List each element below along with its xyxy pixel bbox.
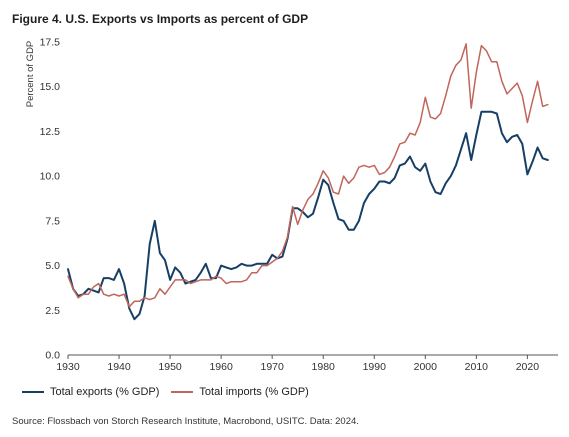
x-tick-label-1970: 1970 [260, 361, 284, 373]
source-note: Source: Flossbach von Storch Research In… [12, 416, 359, 427]
y-tick-label-5: 12.5 [40, 126, 61, 138]
x-tick-label-1930: 1930 [56, 361, 80, 373]
legend: Total exports (% GDP) Total imports (% G… [22, 386, 321, 398]
y-axis-title: Percent of GDP [25, 41, 36, 108]
x-tick-label-1960: 1960 [209, 361, 233, 373]
y-tick-label-0: 0.0 [45, 350, 60, 362]
legend-swatch-exports [22, 391, 44, 393]
x-tick-label-2000: 2000 [414, 361, 438, 373]
y-tick-label-1: 2.5 [45, 305, 60, 317]
y-tick-label-3: 7.5 [45, 215, 60, 227]
legend-item-exports: Total exports (% GDP) [22, 386, 159, 398]
x-tick-label-2020: 2020 [516, 361, 540, 373]
x-tick-label-2010: 2010 [465, 361, 489, 373]
tick-labels: 1930 1940 1950 1960 1970 1980 1990 2000 2010 2020… [25, 37, 539, 374]
legend-label-imports: Total imports (% GDP) [199, 386, 309, 398]
series-line-exports [67, 110, 549, 321]
series-line-imports [67, 43, 549, 308]
y-tick-label-2: 5.0 [45, 260, 60, 272]
y-tick-label-7: 17.5 [40, 37, 61, 49]
x-tick-label-1940: 1940 [107, 361, 131, 373]
legend-label-exports: Total exports (% GDP) [50, 386, 160, 398]
axes [67, 354, 558, 359]
y-tick-label-4: 10.0 [40, 171, 61, 183]
x-tick-label-1990: 1990 [363, 361, 387, 373]
legend-swatch-imports [171, 391, 194, 393]
x-tick-label-1950: 1950 [158, 361, 182, 373]
legend-item-imports: Total imports (% GDP) [171, 386, 309, 398]
figure-title: Figure 4. U.S. Exports vs Imports as per… [12, 12, 309, 26]
y-tick-label-6: 15.0 [40, 81, 61, 93]
series-layer [67, 43, 549, 321]
x-tick-label-1980: 1980 [312, 361, 336, 373]
